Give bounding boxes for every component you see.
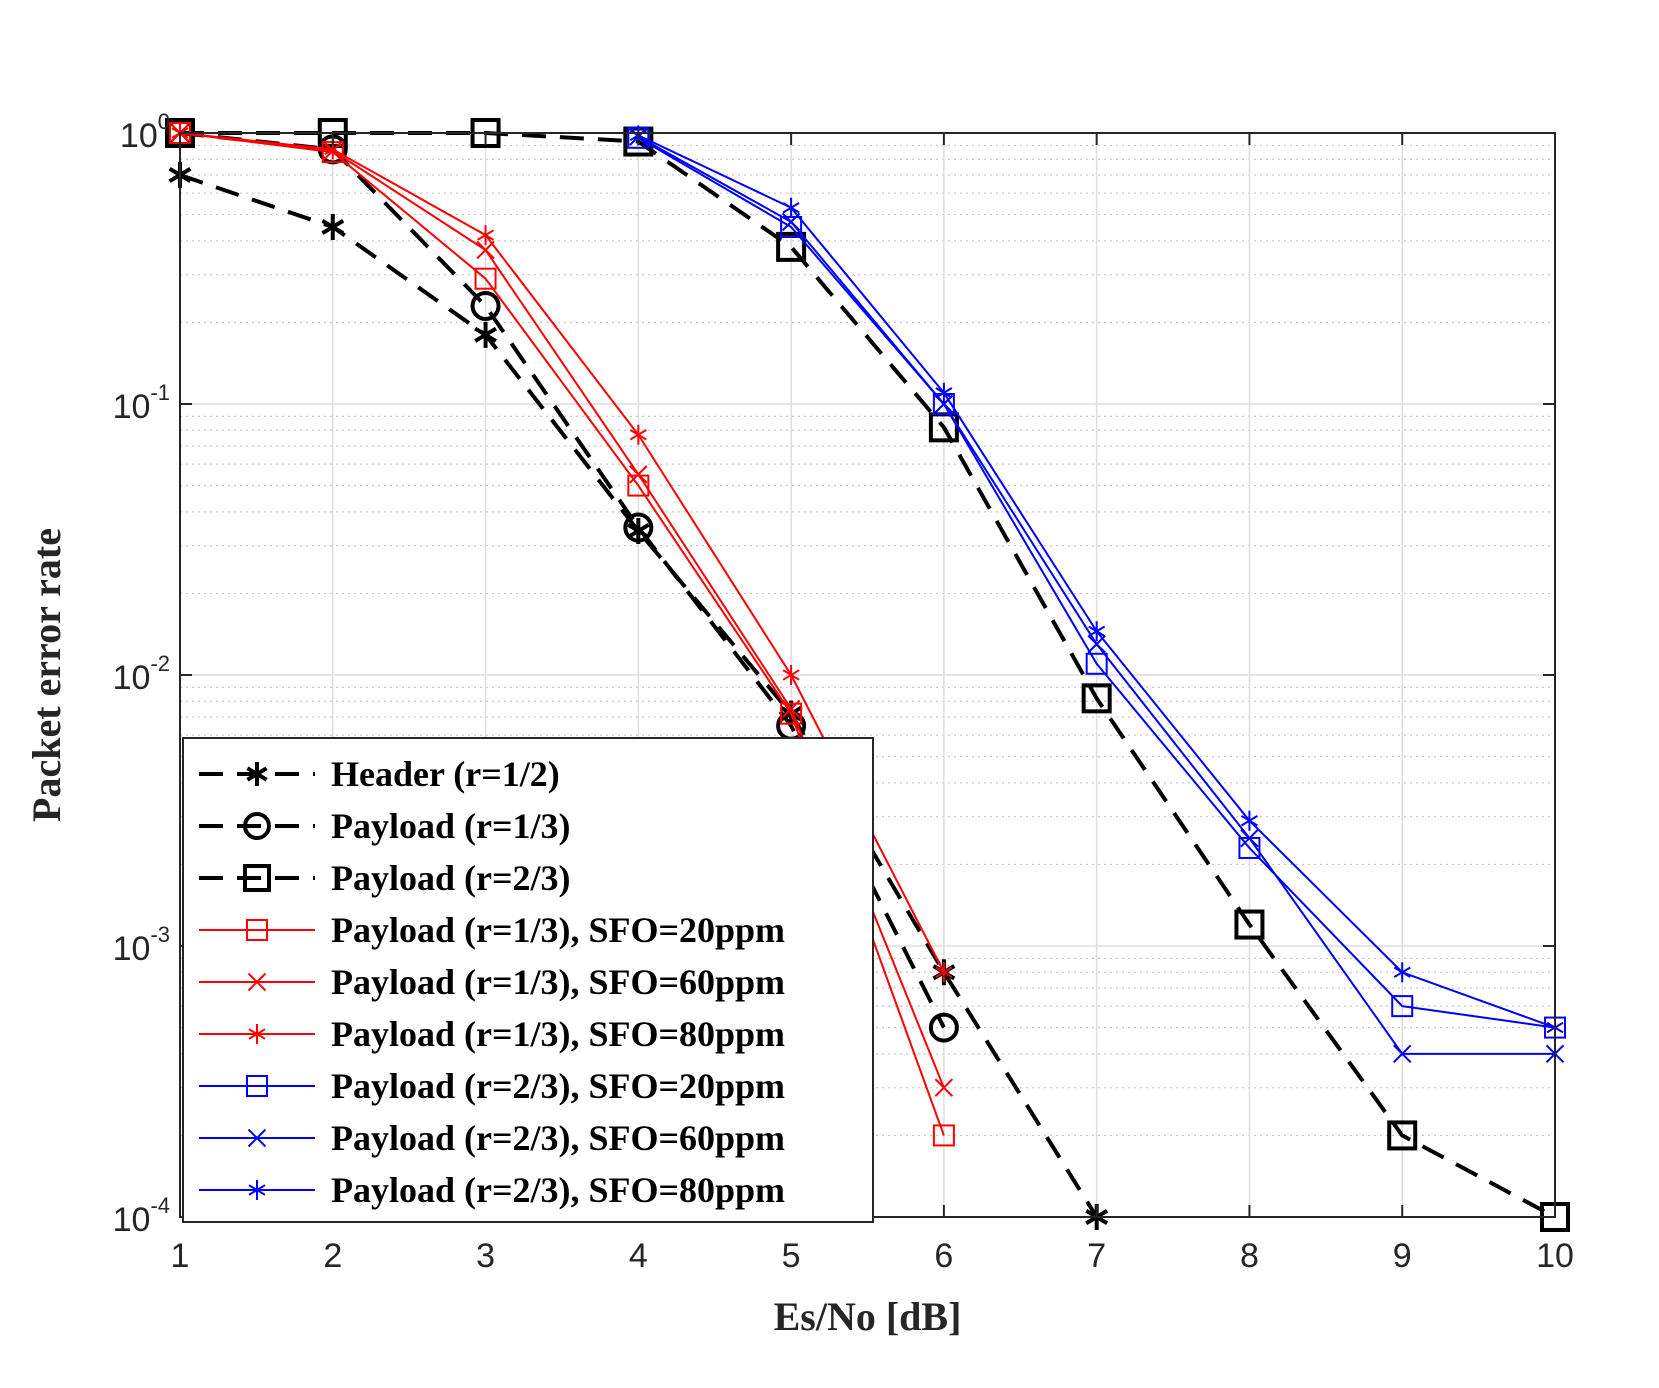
data-point <box>248 1024 266 1044</box>
x-tick-label: 8 <box>1240 1237 1259 1275</box>
data-point <box>243 864 271 892</box>
legend-item: Payload (r=2/3) <box>199 858 570 898</box>
data-point <box>780 702 803 725</box>
legend-item: Header (r=1/2) <box>199 754 560 794</box>
series-line <box>179 132 945 973</box>
y-tick-label: 10-3 <box>113 922 170 968</box>
data-point <box>243 812 271 840</box>
legend-item: Payload (r=1/3), SFO=60ppm <box>199 962 785 1002</box>
data-point <box>623 512 654 543</box>
y-tick-exponent: 0 <box>158 109 170 134</box>
data-point <box>782 197 800 218</box>
x-tick-label: 5 <box>782 1237 801 1275</box>
data-point <box>247 972 267 992</box>
series-line <box>637 136 1556 1029</box>
legend-label: Payload (r=1/3), SFO=20ppm <box>331 910 785 950</box>
data-point <box>246 762 268 786</box>
x-tick-label: 2 <box>323 1237 342 1275</box>
data-point <box>470 290 501 321</box>
data-point <box>934 1078 954 1097</box>
data-point <box>935 382 953 403</box>
data-point <box>934 394 954 414</box>
y-axis-label: Packet error rate <box>24 528 69 822</box>
legend-label: Payload (r=1/3), SFO=60ppm <box>331 962 785 1002</box>
data-point <box>1393 962 1411 983</box>
y-tick-label: 10-2 <box>113 651 170 697</box>
data-point <box>935 962 953 983</box>
legend-label: Payload (r=1/3), SFO=80ppm <box>331 1014 785 1054</box>
y-tick-exponent: -4 <box>150 1193 170 1218</box>
legend-item: Payload (r=2/3), SFO=60ppm <box>199 1118 785 1158</box>
data-point <box>1387 1120 1418 1151</box>
legend-label: Payload (r=2/3), SFO=80ppm <box>331 1170 785 1210</box>
y-tick-exponent: -3 <box>150 922 170 947</box>
data-point <box>629 424 647 445</box>
x-tick-label: 6 <box>934 1237 953 1275</box>
data-point <box>248 1180 266 1200</box>
data-point <box>476 240 495 260</box>
legend-item: Payload (r=2/3), SFO=80ppm <box>199 1170 785 1210</box>
x-axis-label: Es/No [dB] <box>774 1294 962 1339</box>
x-tick-label: 1 <box>171 1237 190 1275</box>
data-point <box>1234 909 1265 940</box>
data-point <box>1085 652 1108 675</box>
data-point <box>932 1124 955 1147</box>
legend-box <box>182 737 874 1223</box>
legend-label: Payload (r=2/3), SFO=20ppm <box>331 1066 785 1106</box>
x-tick-label: 10 <box>1536 1237 1574 1275</box>
legend: Header (r=1/2) Payload (r=1/3) Payload (r=… <box>182 737 874 1223</box>
data-point <box>246 919 268 941</box>
data-point <box>1088 621 1106 642</box>
data-point <box>321 213 345 240</box>
legend-label: Payload (r=2/3) <box>331 858 570 898</box>
legend-label: Header (r=1/2) <box>331 754 560 794</box>
data-point <box>474 321 497 348</box>
data-point <box>477 225 495 246</box>
x-tick-label: 3 <box>476 1237 495 1275</box>
legend-item: Payload (r=1/3), SFO=80ppm <box>199 1014 785 1054</box>
data-point <box>928 1012 959 1043</box>
data-point <box>246 1075 268 1097</box>
data-point <box>1393 1044 1412 1064</box>
data-point <box>247 1128 267 1148</box>
data-point <box>776 231 807 262</box>
legend-label: Payload (r=2/3), SFO=60ppm <box>331 1118 785 1158</box>
data-point <box>781 212 801 232</box>
x-tick-label: 7 <box>1087 1237 1106 1275</box>
data-point <box>781 699 801 719</box>
x-tick-label: 4 <box>629 1237 648 1275</box>
y-tick-label: 100 <box>120 109 170 155</box>
data-point <box>782 665 800 685</box>
data-point <box>474 267 497 290</box>
legend-item: Payload (r=1/3) <box>199 806 570 846</box>
data-point <box>1391 995 1414 1018</box>
legend-item: Payload (r=1/3), SFO=20ppm <box>199 910 785 950</box>
y-tick-exponent: -1 <box>150 380 170 405</box>
x-tick-label: 9 <box>1393 1237 1412 1275</box>
data-point <box>1240 828 1259 848</box>
y-tick-label: 10-1 <box>113 380 170 426</box>
legend-item: Payload (r=2/3), SFO=20ppm <box>199 1066 785 1106</box>
legend-label: Payload (r=1/3) <box>331 806 570 846</box>
data-point <box>1240 810 1258 831</box>
y-tick-exponent: -2 <box>150 651 170 676</box>
data-point <box>1081 683 1112 714</box>
data-point <box>629 465 648 484</box>
y-tick-label: 10-4 <box>113 1193 170 1239</box>
